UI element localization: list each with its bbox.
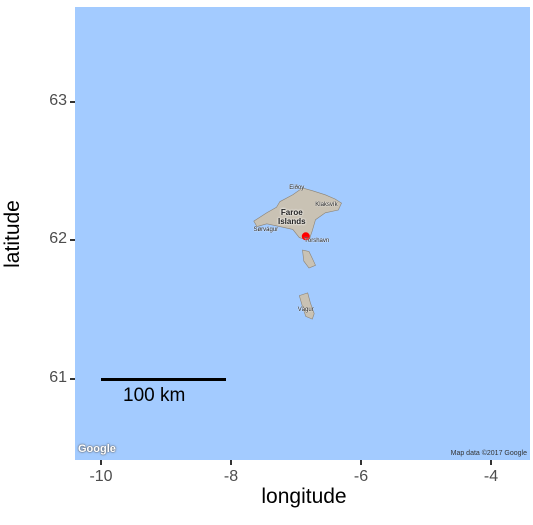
island-shape [253, 187, 342, 241]
google-logo: Google [78, 443, 116, 455]
x-tick-mark [360, 460, 362, 465]
x-tick-mark [100, 460, 102, 465]
map-panel[interactable]: Faroe Islands Eiðoy Klaksvík Sørvágur Tó… [75, 7, 530, 460]
map-canvas [253, 187, 342, 320]
place-label-sorvagur: Sørvágur [253, 226, 279, 233]
x-tick-label-minus-8: -8 [223, 468, 239, 485]
region-label-line-1: Faroe [280, 207, 303, 217]
y-tick-mark [70, 377, 75, 380]
y-axis-title: latitude [1, 200, 24, 268]
place-label-torshavn: Tórshavn [304, 237, 330, 244]
x-axis-title: longitude [261, 485, 347, 508]
scale-bar-line [101, 377, 226, 381]
y-tick-label-63: 63 [49, 92, 67, 110]
island-shape [302, 249, 316, 269]
y-tick-label-61: 61 [49, 368, 67, 386]
y-tick-label-62: 62 [49, 230, 67, 248]
place-label-klaksvik: Klaksvík [315, 201, 338, 208]
x-tick-label-minus-4: -4 [483, 468, 499, 485]
scale-bar-label: 100 km [123, 384, 186, 406]
region-label: Faroe Islands [278, 208, 306, 226]
location-marker[interactable] [301, 232, 310, 241]
region-label-line-2: Islands [278, 216, 306, 226]
x-tick-label-minus-6: -6 [353, 468, 369, 485]
x-tick-label-minus-10: -10 [89, 468, 113, 485]
x-tick-mark [490, 460, 492, 465]
y-tick-mark [70, 101, 75, 104]
place-label-vagur: Vágur [297, 306, 314, 313]
place-label-eidoy: Eiðoy [289, 185, 305, 192]
y-tick-mark [70, 239, 75, 242]
map-attribution[interactable]: Map data ©2017 Google [450, 450, 527, 457]
island-shape [298, 292, 315, 320]
x-tick-mark [230, 460, 232, 465]
